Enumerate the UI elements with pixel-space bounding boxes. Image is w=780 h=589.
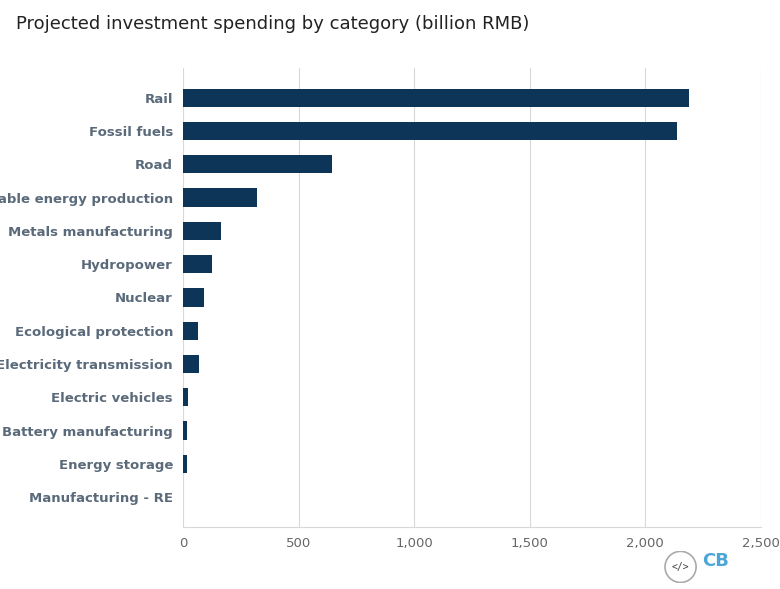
Text: CB: CB <box>703 552 729 570</box>
Bar <box>183 255 212 273</box>
Bar <box>183 455 187 473</box>
Bar <box>183 221 222 240</box>
Bar <box>183 355 200 373</box>
Text: </>: </> <box>672 562 690 572</box>
Bar <box>183 188 257 207</box>
Bar <box>183 322 198 340</box>
Bar <box>183 421 186 440</box>
Bar <box>183 88 689 107</box>
Bar <box>183 388 189 406</box>
Text: Projected investment spending by category (billion RMB): Projected investment spending by categor… <box>16 15 529 33</box>
Bar <box>183 288 204 307</box>
Bar <box>183 155 332 174</box>
Bar <box>183 122 677 140</box>
